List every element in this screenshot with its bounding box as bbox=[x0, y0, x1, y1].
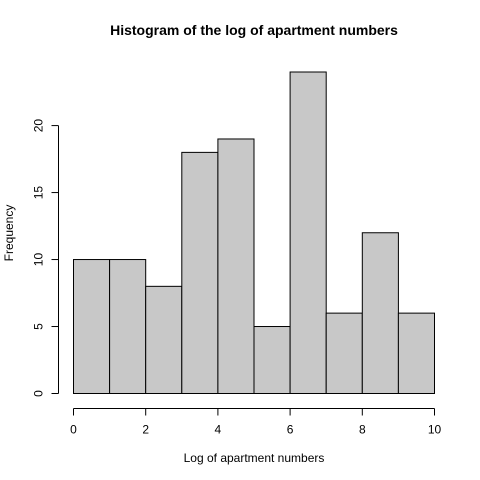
y-tick-label: 5 bbox=[32, 323, 46, 330]
x-tick-label: 2 bbox=[142, 423, 149, 437]
y-tick-label: 10 bbox=[32, 253, 46, 267]
histogram-bar-9 bbox=[397, 312, 435, 394]
histogram-bar-0 bbox=[73, 259, 111, 394]
histogram-bar-6 bbox=[289, 71, 327, 394]
histogram-bar-8 bbox=[361, 232, 399, 394]
x-tick-label: 6 bbox=[287, 423, 294, 437]
histogram-bar-7 bbox=[325, 312, 363, 394]
x-tick-label: 10 bbox=[428, 423, 442, 437]
y-axis-label: Frequency bbox=[2, 205, 16, 262]
histogram-bar-5 bbox=[253, 326, 291, 395]
y-tick-label: 0 bbox=[32, 390, 46, 397]
histogram-bar-3 bbox=[181, 151, 219, 394]
y-axis: 0 5 10 15 20 bbox=[32, 119, 59, 397]
x-axis-label: Log of apartment numbers bbox=[184, 451, 325, 465]
y-tick-label: 20 bbox=[32, 119, 46, 133]
y-tick-label: 15 bbox=[32, 186, 46, 200]
histogram-bar-2 bbox=[145, 285, 183, 395]
x-tick-label: 0 bbox=[70, 423, 77, 437]
chart-title: Histogram of the log of apartment number… bbox=[110, 22, 398, 38]
x-tick-label: 4 bbox=[215, 423, 222, 437]
x-axis: 0 2 4 6 8 10 bbox=[70, 408, 442, 437]
histogram-bar-1 bbox=[109, 259, 147, 394]
x-tick-label: 8 bbox=[359, 423, 366, 437]
histogram-bar-4 bbox=[217, 138, 255, 394]
bars bbox=[73, 71, 435, 395]
